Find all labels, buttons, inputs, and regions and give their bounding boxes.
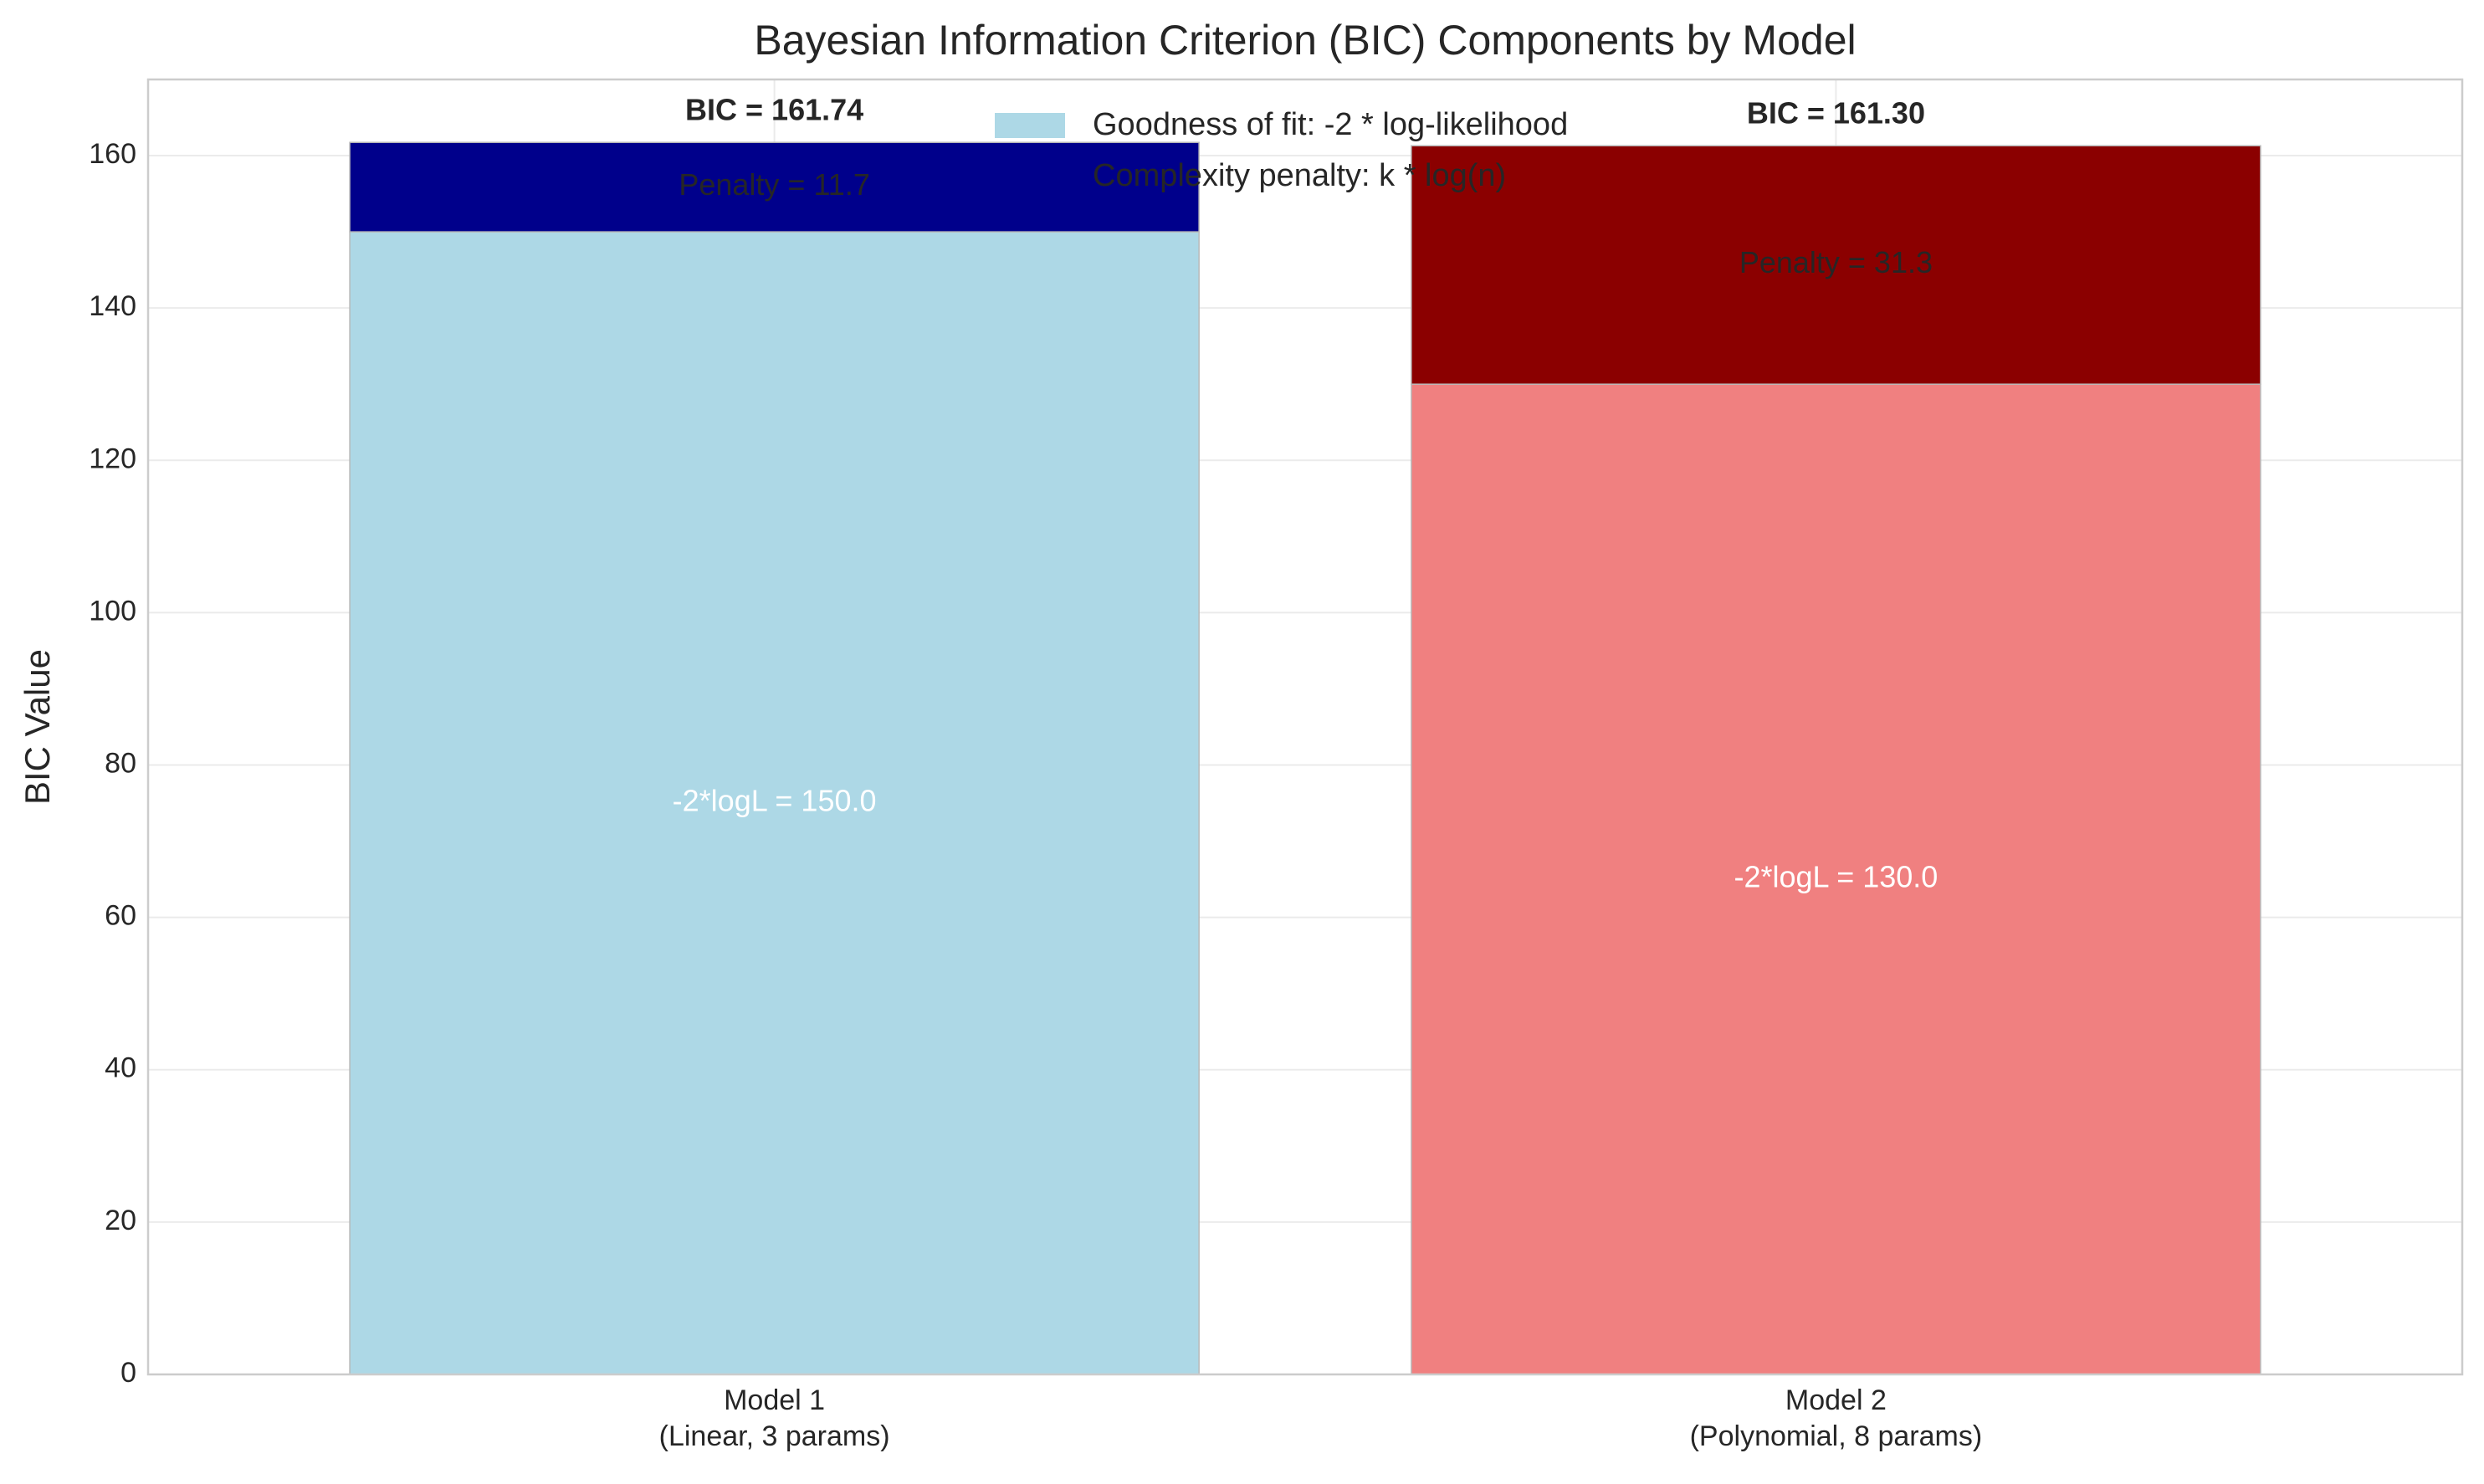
data-label-goodness-of-fit: -2*logL = 130.0 bbox=[1734, 860, 1938, 894]
data-label-penalty: Penalty = 31.3 bbox=[1739, 245, 1933, 279]
bars bbox=[349, 141, 2261, 1375]
bar-complexity-penalty bbox=[1411, 145, 2261, 385]
legend-swatch-complexity-penalty bbox=[995, 165, 1065, 190]
y-tick-label: 80 bbox=[105, 748, 136, 780]
y-tick-label: 40 bbox=[105, 1052, 136, 1084]
plot-frame bbox=[146, 78, 2464, 1376]
y-tick-label: 160 bbox=[89, 138, 136, 170]
legend-label-complexity-penalty: Complexity penalty: k * log(n) bbox=[1093, 158, 1506, 193]
y-tick-label: 60 bbox=[105, 900, 136, 932]
data-label-goodness-of-fit: -2*logL = 150.0 bbox=[673, 784, 877, 818]
bar-goodness-of-fit bbox=[1411, 383, 2261, 1375]
y-tick-label: 20 bbox=[105, 1205, 136, 1236]
axis-ticks: 0 20 40 60 80 100 120 140 160 Model 1 (Linear, 3 p… bbox=[89, 138, 1982, 1452]
y-tick-label: 120 bbox=[89, 443, 136, 474]
legend: Goodness of fit: -2 * log-likelihood Com… bbox=[995, 107, 1568, 193]
data-label-total-bic: BIC = 161.30 bbox=[1747, 96, 1925, 130]
data-label-total-bic: BIC = 161.74 bbox=[685, 93, 863, 127]
y-tick-label: 100 bbox=[89, 595, 136, 627]
x-tick-label-detail: (Polynomial, 8 params) bbox=[1690, 1420, 1983, 1452]
chart-title: Bayesian Information Criterion (BIC) Com… bbox=[754, 17, 1856, 64]
x-tick-label: Model 1 bbox=[724, 1384, 825, 1416]
data-label-penalty: Penalty = 11.7 bbox=[679, 167, 870, 202]
y-tick-label: 0 bbox=[120, 1357, 136, 1389]
bar-labels: -2*logL = 150.0 Penalty = 11.7 BIC = 161.7… bbox=[673, 93, 1939, 894]
x-tick-label: Model 2 bbox=[1785, 1384, 1887, 1416]
y-tick-label: 140 bbox=[89, 290, 136, 322]
legend-swatch-goodness-of-fit bbox=[995, 113, 1065, 138]
x-tick-label-detail: (Linear, 3 params) bbox=[659, 1420, 890, 1452]
legend-label-goodness-of-fit: Goodness of fit: -2 * log-likelihood bbox=[1093, 107, 1568, 142]
y-axis-label: BIC Value bbox=[18, 649, 57, 805]
bar-goodness-of-fit bbox=[349, 231, 1200, 1375]
